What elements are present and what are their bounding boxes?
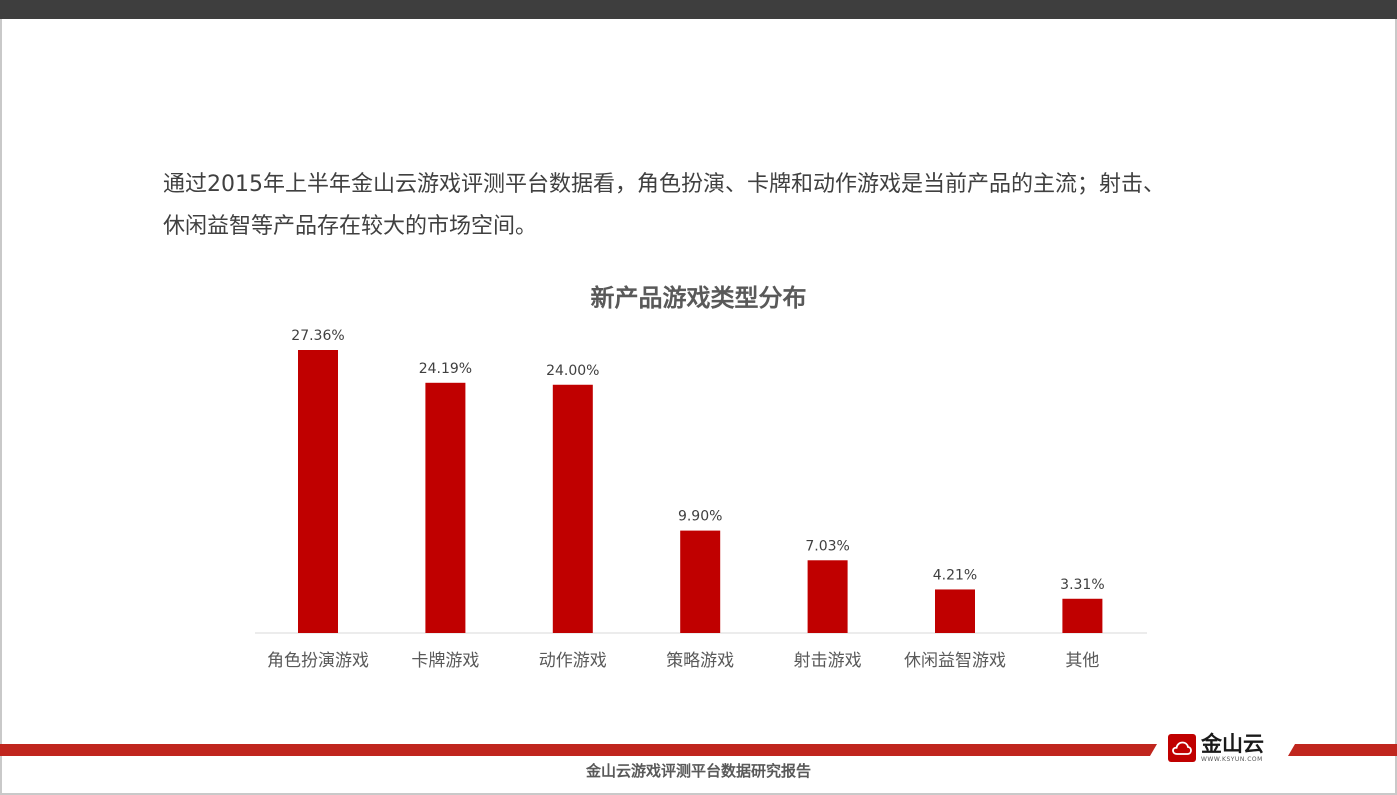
category-label-2: 卡牌游戏 bbox=[411, 651, 479, 671]
data-label-2: 24.19% bbox=[419, 361, 472, 377]
category-label-5: 射击游戏 bbox=[794, 651, 862, 671]
bar-1 bbox=[298, 350, 338, 633]
data-label-5: 7.03% bbox=[805, 538, 849, 554]
cloud-icon bbox=[1168, 734, 1196, 762]
footer-bar-right bbox=[1288, 744, 1397, 756]
bar-6 bbox=[935, 589, 975, 633]
data-label-7: 3.31% bbox=[1060, 577, 1104, 593]
data-label-4: 9.90% bbox=[678, 509, 722, 525]
chart-title: 新产品游戏类型分布 bbox=[590, 284, 807, 312]
bar-2 bbox=[425, 382, 466, 633]
footer-bar bbox=[0, 744, 1397, 756]
intro-line-2: 休闲益智等产品存在较大的市场空间。 bbox=[163, 214, 538, 239]
bar-7 bbox=[1062, 598, 1103, 633]
bar-4 bbox=[680, 530, 721, 633]
intro-line-1: 通过2015年上半年金山云游戏评测平台数据看，角色扮演、卡牌和动作游戏是当前产品… bbox=[163, 172, 1165, 197]
intro-text: 通过2015年上半年金山云游戏评测平台数据看，角色扮演、卡牌和动作游戏是当前产品… bbox=[163, 164, 1243, 248]
logo-name: 金山云 bbox=[1201, 731, 1264, 756]
top-bar bbox=[0, 0, 1397, 19]
data-label-1: 27.36% bbox=[291, 328, 344, 344]
bar-chart: 27.36% 角色扮演游戏 24.19% 卡牌游戏 24.00% 动作游戏 9.90% 策略游… bbox=[255, 328, 1147, 671]
bar-5 bbox=[807, 560, 848, 633]
bar-3 bbox=[552, 384, 593, 633]
category-label-4: 策略游戏 bbox=[666, 651, 734, 671]
data-label-6: 4.21% bbox=[933, 567, 977, 583]
category-label-7: 其他 bbox=[1065, 651, 1099, 671]
logo-url: WWW.KSYUN.COM bbox=[1201, 755, 1263, 763]
category-label-6: 休闲益智游戏 bbox=[904, 651, 1006, 671]
kingsoft-cloud-logo: 金山云 WWW.KSYUN.COM bbox=[1168, 731, 1268, 765]
data-label-3: 24.00% bbox=[546, 363, 599, 379]
category-label-3: 动作游戏 bbox=[539, 651, 607, 671]
report-title: 金山云游戏评测平台数据研究报告 bbox=[585, 762, 811, 780]
footer-bar-left bbox=[0, 744, 1157, 756]
category-label-1: 角色扮演游戏 bbox=[267, 651, 369, 671]
